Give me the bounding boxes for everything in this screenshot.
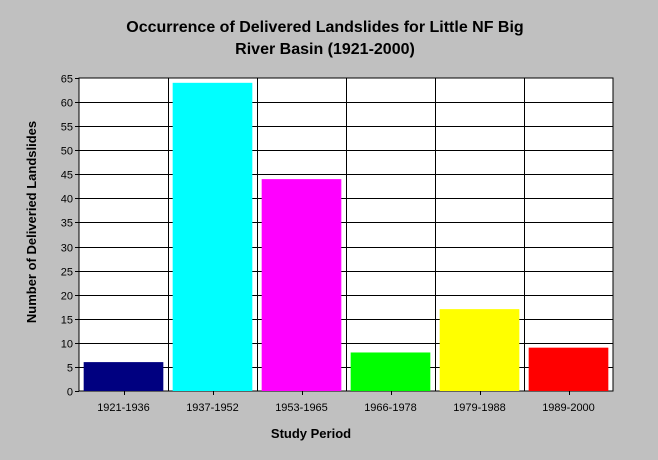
y-tick-label: 20 bbox=[61, 291, 73, 303]
x-axis-ticks: 1921-1936 1937-1952 1953-1965 1966-1978 1979… bbox=[97, 391, 595, 414]
bar-1921-1936 bbox=[83, 362, 164, 391]
x-tick-label: 1966-1978 bbox=[364, 402, 417, 414]
y-tick-label: 5 bbox=[67, 363, 73, 375]
bar-series bbox=[83, 82, 609, 392]
y-tick-label: 25 bbox=[61, 267, 73, 279]
x-tick-label: 1989-2000 bbox=[542, 402, 595, 414]
y-tick-label: 65 bbox=[61, 74, 73, 86]
y-tick-label: 0 bbox=[67, 387, 73, 399]
y-axis-ticks: 0 5 10 15 20 25 30 35 40 45 50 55 60 65 bbox=[61, 74, 79, 399]
chart-title-line-2: River Basin (1921-2000) bbox=[235, 41, 415, 58]
y-tick-label: 15 bbox=[61, 315, 73, 327]
x-tick-label: 1979-1988 bbox=[453, 402, 506, 414]
x-tick-label: 1937-1952 bbox=[186, 402, 239, 414]
y-tick-label: 60 bbox=[61, 98, 73, 110]
y-axis-title: Number of Deliveried Landslides bbox=[24, 121, 39, 323]
y-tick-label: 50 bbox=[61, 146, 73, 158]
y-tick-label: 45 bbox=[61, 170, 73, 182]
x-tick-label: 1953-1965 bbox=[275, 402, 328, 414]
bar-1966-1978 bbox=[350, 352, 431, 391]
bar-1953-1965 bbox=[261, 179, 342, 391]
x-axis-title: Study Period bbox=[271, 426, 351, 441]
y-tick-label: 55 bbox=[61, 122, 73, 134]
x-tick-label: 1921-1936 bbox=[97, 402, 150, 414]
y-tick-label: 30 bbox=[61, 243, 73, 255]
bar-1979-1988 bbox=[439, 309, 520, 391]
y-tick-label: 40 bbox=[61, 194, 73, 206]
y-tick-label: 35 bbox=[61, 218, 73, 230]
bar-1937-1952 bbox=[172, 82, 253, 392]
bar-1989-2000 bbox=[528, 347, 609, 391]
grid-lines bbox=[79, 78, 613, 391]
y-tick-label: 10 bbox=[61, 339, 73, 351]
chart-title-line-1: Occurrence of Delivered Landslides for L… bbox=[126, 19, 523, 36]
